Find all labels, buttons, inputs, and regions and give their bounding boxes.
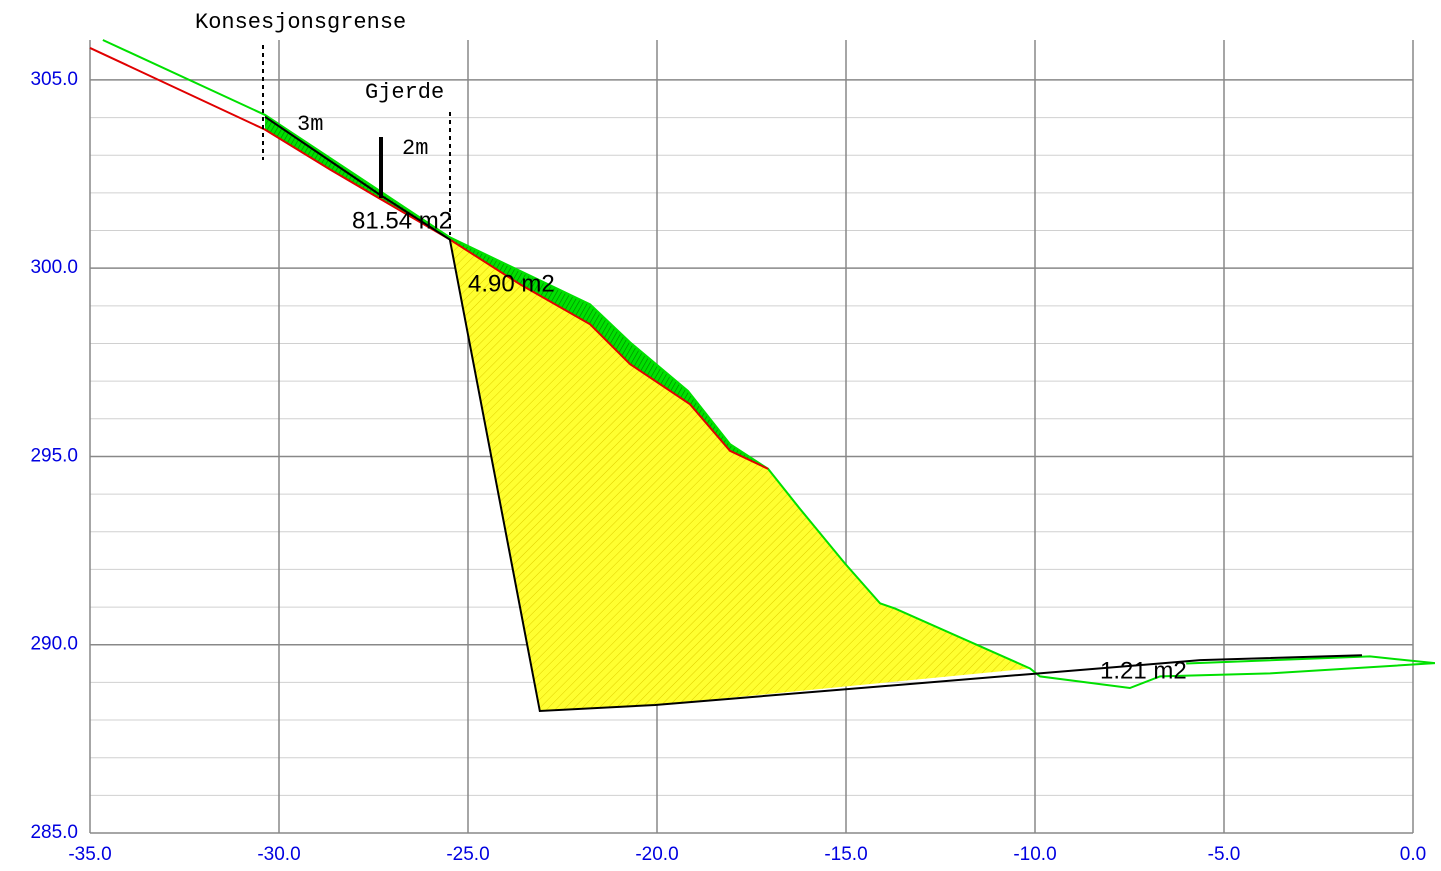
x-tick-label: -20.0 (635, 844, 678, 865)
x-tick-label: -25.0 (446, 844, 489, 865)
grid (89, 40, 1414, 834)
marks (89, 39, 1436, 713)
area-label: 81.54 m2 (352, 207, 452, 234)
x-tick-label: -35.0 (68, 844, 111, 865)
annotation: Gjerde (365, 80, 444, 105)
y-tick-label: 285.0 (30, 822, 78, 843)
line (264, 115, 1363, 713)
line (102, 39, 1436, 690)
y-tick-label: 295.0 (30, 445, 78, 466)
x-tick-label: -30.0 (257, 844, 300, 865)
area-label: 1.21 m2 (1100, 657, 1187, 684)
area-label: 4.90 m2 (468, 270, 555, 297)
x-tick-label: -15.0 (824, 844, 867, 865)
y-tick-label: 305.0 (30, 69, 78, 90)
y-tick-label: 300.0 (30, 257, 78, 278)
x-tick-label: -5.0 (1208, 844, 1241, 865)
y-tick-label: 290.0 (30, 634, 78, 655)
annotation: 3m (297, 112, 323, 137)
fill-area (265, 114, 769, 469)
annotation: Konsesjonsgrense (195, 10, 406, 35)
x-tick-label: 0.0 (1400, 844, 1426, 865)
x-tick-label: -10.0 (1013, 844, 1056, 865)
line (89, 47, 769, 470)
cut-area (449, 239, 1031, 711)
annotation: 2m (402, 136, 428, 161)
